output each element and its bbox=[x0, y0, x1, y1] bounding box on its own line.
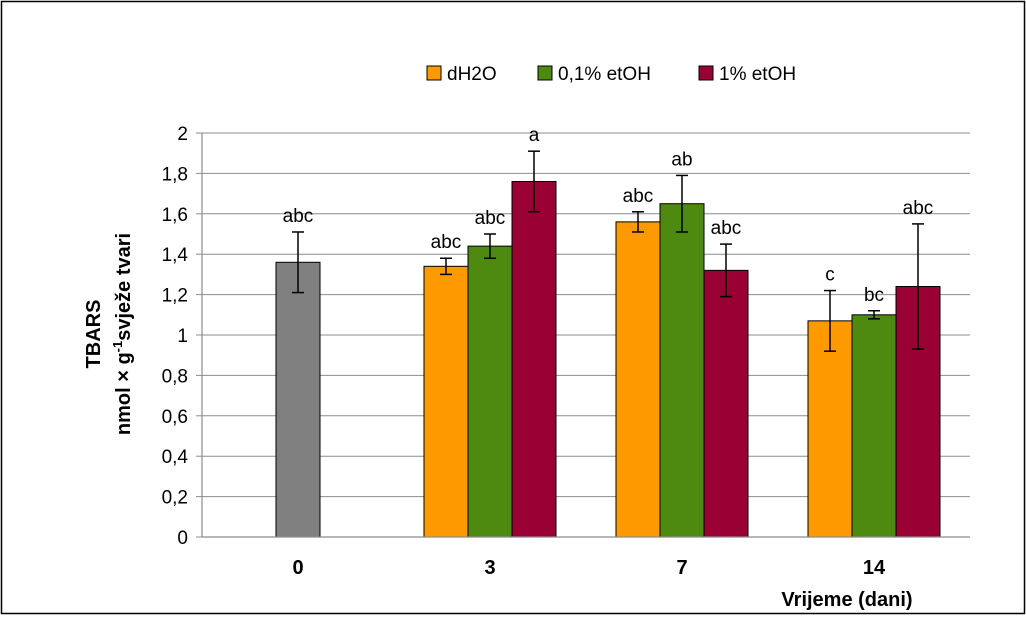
y-tick-label: 0,6 bbox=[162, 407, 188, 428]
significance-label: bc bbox=[864, 285, 884, 306]
significance-label: ab bbox=[671, 149, 692, 170]
axes bbox=[201, 133, 970, 538]
legend-label: dH2O bbox=[447, 64, 497, 85]
y-tick-label: 1 bbox=[177, 326, 188, 347]
x-tick-label: 3 bbox=[484, 557, 495, 579]
legend-swatch bbox=[698, 65, 714, 81]
y-tick-label: 0,4 bbox=[162, 447, 189, 468]
significance-label: a bbox=[529, 125, 540, 146]
legend-label: 0,1% etOH bbox=[558, 64, 651, 85]
x-tick-label: 14 bbox=[863, 557, 886, 579]
significance-label: abc bbox=[431, 232, 462, 253]
significance-label: abc bbox=[711, 218, 742, 239]
x-axis-title: Vrijeme (dani) bbox=[781, 589, 912, 611]
legend-swatch bbox=[426, 65, 442, 81]
legend: dH2O 0,1% etOH 1% etOH bbox=[426, 64, 796, 85]
x-tick-label: 0 bbox=[292, 557, 303, 579]
y-axis-title-line1: TBARS bbox=[83, 300, 105, 369]
significance-label: abc bbox=[623, 186, 654, 207]
bar bbox=[807, 320, 853, 538]
significance-label: abc bbox=[903, 198, 934, 219]
significance-label: c bbox=[825, 265, 835, 286]
y-tick-label: 1,2 bbox=[162, 286, 188, 307]
y-tick-label: 0 bbox=[177, 528, 188, 549]
bar bbox=[423, 265, 469, 538]
significance-label: abc bbox=[283, 206, 314, 227]
y-tick-label: 0,8 bbox=[162, 366, 188, 387]
x-tick-labels: 0 3 7 14 bbox=[292, 557, 886, 579]
bar bbox=[511, 180, 557, 538]
y-tick-label: 0,2 bbox=[162, 488, 188, 509]
bar bbox=[703, 269, 749, 538]
bar bbox=[615, 221, 661, 538]
x-tick-label: 7 bbox=[676, 557, 687, 579]
y-tick-label: 2 bbox=[177, 124, 188, 145]
y-tick-labels: 0 0,2 0,4 0,6 0,8 1 1,2 1,4 1,6 1,8 2 bbox=[162, 124, 189, 549]
bar bbox=[851, 314, 897, 538]
legend-label: 1% etOH bbox=[719, 64, 796, 85]
y-tick-label: 1,6 bbox=[162, 205, 188, 226]
legend-swatch bbox=[537, 65, 553, 81]
y-tick-label: 1,8 bbox=[162, 164, 188, 185]
bar bbox=[467, 245, 513, 538]
y-axis-title-line2: nmol × g-1svježe tvari bbox=[110, 233, 135, 435]
significance-label: abc bbox=[475, 208, 506, 229]
y-tick-label: 1,4 bbox=[162, 245, 189, 266]
bar bbox=[275, 261, 321, 538]
bar bbox=[659, 203, 705, 538]
